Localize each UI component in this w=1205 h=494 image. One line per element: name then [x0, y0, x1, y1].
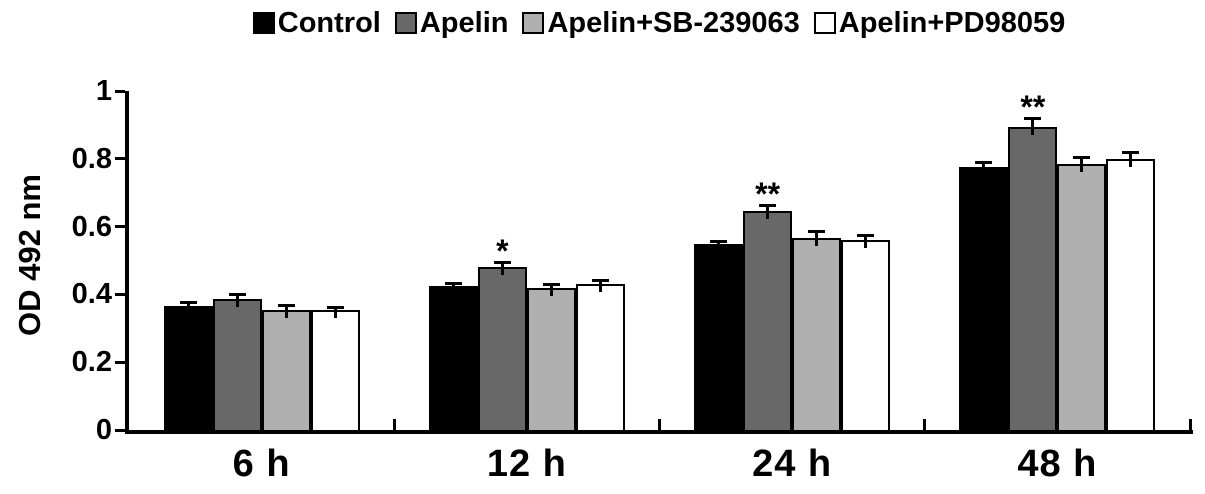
- error-bar-stem: [717, 241, 721, 252]
- error-bar-cap: [326, 306, 344, 310]
- y-tick: [115, 428, 125, 432]
- legend-swatch-apelin-pd98059: [813, 12, 836, 34]
- error-bar-stem: [333, 307, 337, 318]
- legend-label: Apelin+PD98059: [838, 6, 1066, 39]
- error-bar-stem: [815, 231, 819, 247]
- bar-apelin-6-h: [212, 299, 262, 432]
- error-bar-cap: [444, 281, 462, 285]
- error-bar-cap: [975, 160, 993, 164]
- x-boundary-tick: [923, 419, 927, 430]
- legend-swatch-apelin-sb-239063: [522, 12, 545, 34]
- bar-apelin-12-h: [477, 267, 527, 432]
- legend-label: Apelin: [419, 6, 509, 39]
- error-bar-cap: [710, 240, 728, 244]
- error-bar-stem: [1080, 157, 1084, 172]
- x-tick-label: 48 h: [1017, 443, 1098, 485]
- error-bar-cap: [1024, 116, 1042, 120]
- y-tick-label: 0.8: [71, 142, 112, 175]
- error-bar-cap: [759, 203, 777, 207]
- legend-swatch-control: [252, 12, 275, 34]
- x-tick-label: 6 h: [232, 443, 291, 485]
- error-bar-stem: [1031, 118, 1035, 135]
- error-bar-cap: [179, 301, 197, 305]
- legend-item-apelin-sb-239063: Apelin+SB-239063: [522, 6, 800, 39]
- error-bar-cap: [1122, 150, 1140, 154]
- y-tick: [115, 157, 125, 161]
- legend-item-apelin: Apelin: [394, 6, 509, 39]
- y-tick-label: 0.2: [71, 346, 112, 379]
- legend-swatch-apelin: [394, 12, 417, 34]
- bar-control-12-h: [428, 285, 478, 432]
- error-bar-cap: [808, 229, 826, 233]
- x-boundary-tick: [392, 419, 396, 430]
- x-tick-label: 24 h: [752, 443, 833, 485]
- significance-annotation: **: [1020, 89, 1046, 126]
- y-tick: [115, 292, 125, 296]
- error-bar-stem: [549, 284, 553, 296]
- error-bar-cap: [228, 292, 246, 296]
- error-bar-stem: [235, 294, 239, 308]
- bar-apelin-sb-239063-24-h: [792, 238, 842, 432]
- y-tick-label: 0: [95, 414, 112, 446]
- bar-control-24-h: [694, 243, 744, 432]
- error-bar-stem: [864, 235, 868, 249]
- bar-control-48-h: [959, 167, 1009, 432]
- significance-annotation: *: [496, 233, 509, 270]
- error-bar-stem: [1129, 152, 1133, 167]
- legend-item-apelin-pd98059: Apelin+PD98059: [813, 6, 1066, 39]
- error-bar-stem: [284, 305, 288, 318]
- bar-apelin-sb-239063-6-h: [261, 309, 311, 432]
- error-bar-stem: [766, 205, 770, 220]
- error-bar-cap: [277, 304, 295, 308]
- x-boundary-tick: [658, 419, 661, 430]
- bar-apelin-sb-239063-12-h: [526, 287, 576, 432]
- error-bar-cap: [542, 283, 560, 287]
- error-bar-stem: [186, 302, 190, 315]
- error-bar-stem: [451, 283, 455, 294]
- error-bar-cap: [493, 260, 511, 264]
- y-axis-line: [125, 91, 129, 434]
- y-tick-label: 0.4: [71, 278, 112, 311]
- bar-apelin-pd98059-12-h: [575, 284, 625, 432]
- x-boundary-tick: [1188, 419, 1192, 430]
- bar-apelin-pd98059-48-h: [1106, 158, 1156, 432]
- error-bar-cap: [857, 233, 875, 237]
- chart-legend: Control Apelin Apelin+SB-239063 Apelin+PD98…: [125, 4, 1193, 42]
- bar-apelin-24-h: [743, 211, 793, 432]
- y-tick: [115, 225, 125, 229]
- error-bar-stem: [982, 162, 986, 176]
- y-tick: [115, 360, 125, 364]
- bar-apelin-pd98059-24-h: [841, 240, 891, 432]
- error-bar-cap: [1073, 155, 1091, 159]
- y-tick: [115, 89, 125, 93]
- error-bar-stem: [500, 262, 504, 276]
- y-tick-label: 1: [95, 75, 112, 107]
- bar-apelin-sb-239063-48-h: [1057, 163, 1107, 432]
- error-bar-stem: [598, 280, 602, 293]
- x-tick-label: 12 h: [486, 443, 567, 485]
- legend-item-control: Control: [252, 6, 381, 39]
- bar-control-6-h: [163, 306, 213, 432]
- x-axis-line: [125, 430, 1193, 434]
- y-tick-label: 0.6: [71, 210, 112, 243]
- legend-label: Apelin+SB-239063: [547, 6, 800, 39]
- error-bar-cap: [591, 279, 609, 283]
- bar-apelin-pd98059-6-h: [310, 309, 360, 432]
- bar-apelin-48-h: [1008, 126, 1058, 432]
- legend-label: Control: [277, 6, 381, 39]
- significance-annotation: **: [755, 176, 781, 213]
